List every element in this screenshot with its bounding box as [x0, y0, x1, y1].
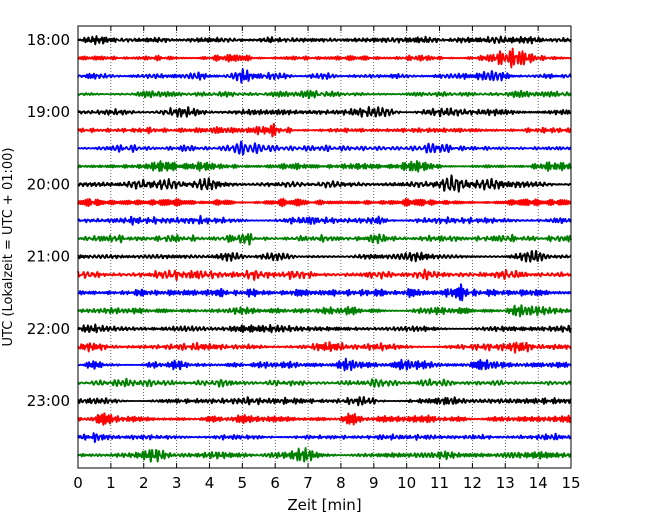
x-tick-label: 5 — [238, 474, 248, 492]
trace-1930 — [77, 140, 572, 156]
trace-2115 — [77, 268, 572, 282]
trace-2300 — [77, 396, 572, 407]
x-tick-label: 2 — [139, 474, 149, 492]
trace-2000 — [77, 174, 572, 193]
trace-2345 — [77, 447, 572, 463]
x-tick-label: 13 — [496, 474, 515, 492]
y-tick-label: 22:00 — [27, 320, 70, 338]
trace-2200 — [77, 323, 572, 334]
plot-border — [77, 25, 572, 469]
seismic-traces — [77, 35, 572, 463]
trace-2100 — [77, 249, 572, 263]
y-tick-label: 23:00 — [27, 392, 70, 410]
trace-2245 — [77, 377, 572, 388]
trace-2015 — [77, 197, 572, 208]
trace-2330 — [77, 432, 572, 443]
plot-area — [78, 26, 571, 468]
trace-1845 — [77, 89, 572, 100]
x-tick-label: 6 — [270, 474, 280, 492]
x-tick-label: 9 — [369, 474, 379, 492]
x-axis-label: Zeit [min] — [287, 496, 361, 514]
x-tick-label: 14 — [529, 474, 548, 492]
x-tick-label: 12 — [463, 474, 482, 492]
x-tick-label: 8 — [336, 474, 346, 492]
trace-1945 — [77, 160, 572, 173]
y-axis-label: UTC (Lokalzeit = UTC + 01:00) — [1, 148, 16, 347]
x-tick-label: 7 — [303, 474, 313, 492]
trace-2030 — [77, 214, 572, 226]
trace-2315 — [77, 412, 572, 426]
trace-1915 — [77, 122, 572, 138]
trace-2215 — [77, 341, 572, 354]
trace-1830 — [77, 68, 572, 84]
axis-ticks: 0 1 2 3 4 5 6 7 8 9 10 11 12 13 14 1518:0019:0020:0021:… — [27, 26, 581, 492]
x-tick-label: 10 — [397, 474, 416, 492]
trace-2045 — [77, 233, 572, 246]
trace-1815 — [77, 47, 572, 69]
y-tick-label: 21:00 — [27, 248, 70, 266]
trace-1800 — [77, 35, 572, 46]
trace-2130 — [77, 283, 572, 302]
x-tick-label: 4 — [205, 474, 215, 492]
y-tick-label: 20:00 — [27, 175, 70, 193]
trace-2230 — [77, 357, 572, 372]
x-tick-label: 1 — [106, 474, 116, 492]
y-tick-label: 18:00 — [27, 31, 70, 49]
trace-2145 — [77, 304, 572, 318]
x-tick-label: 3 — [172, 474, 182, 492]
x-tick-label: 11 — [430, 474, 449, 492]
trace-1900 — [77, 105, 572, 118]
x-tick-label: 15 — [561, 474, 580, 492]
x-tick-label: 0 — [73, 474, 83, 492]
y-tick-label: 19:00 — [27, 103, 70, 121]
